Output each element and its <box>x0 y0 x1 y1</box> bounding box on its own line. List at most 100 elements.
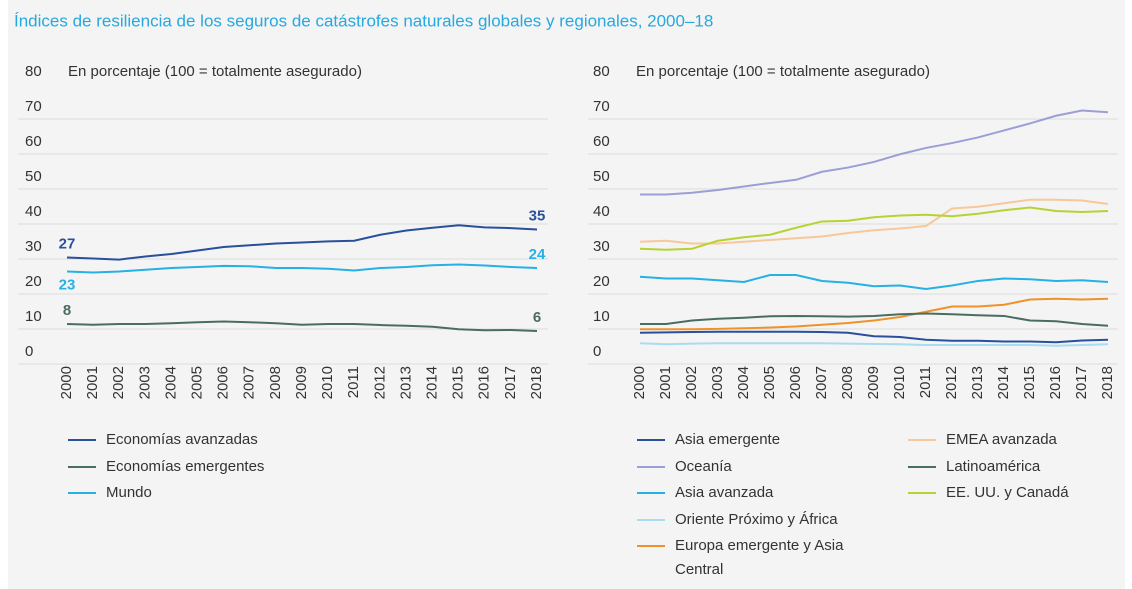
legend-label: Economías emergentes <box>106 457 265 475</box>
x-tick-label: 2009 <box>865 366 882 399</box>
series-line <box>66 263 538 274</box>
x-tick-label: 2009 <box>293 366 310 399</box>
legend-item: Mundo <box>68 481 286 505</box>
series-line <box>639 198 1109 245</box>
x-tick-label: 2000 <box>631 366 648 399</box>
legend-item: Asia avanzada <box>637 481 855 505</box>
x-tick-label: 2005 <box>761 366 778 399</box>
x-tick-label: 2016 <box>476 366 493 399</box>
legend-label: Economías avanzadas <box>106 431 258 448</box>
x-tick-label: 2015 <box>1021 366 1038 399</box>
x-tick-label: 2010 <box>319 366 336 399</box>
legend-label: Oceanía <box>675 457 732 475</box>
x-tick-label: 2007 <box>241 366 258 399</box>
y-tick-label: 0 <box>25 343 33 360</box>
subtitle: En porcentaje (100 = totalmente asegurad… <box>636 63 930 80</box>
legend-swatch <box>637 492 665 494</box>
legend-label: Europa emergente y Asia Central <box>675 537 844 578</box>
data-label: 8 <box>63 302 71 319</box>
x-tick-label: 2015 <box>450 366 467 399</box>
x-tick-label: 2018 <box>1099 366 1116 399</box>
series-line <box>639 330 1109 344</box>
x-tick-label: 2002 <box>683 366 700 399</box>
legend-swatch <box>68 465 96 468</box>
legend-label: EE. UU. y Canadá <box>946 484 1069 501</box>
chart-title: Índices de resiliencia de los seguros de… <box>14 11 713 30</box>
y-tick-label: 30 <box>593 238 610 255</box>
series-line <box>639 206 1109 251</box>
x-tick-label: 2018 <box>528 366 545 399</box>
y-tick-label: 10 <box>25 308 42 325</box>
data-label: 23 <box>59 276 76 293</box>
legend-swatch <box>637 545 665 547</box>
x-tick-label: 2006 <box>787 366 804 399</box>
series-line <box>640 312 1109 327</box>
y-tick-label: 50 <box>25 168 42 185</box>
series-line <box>639 342 1109 347</box>
x-tick-label: 2008 <box>267 366 284 399</box>
x-tick-label: 2003 <box>136 366 153 399</box>
legend-label: Asia emergente <box>675 431 781 448</box>
legend-label: Oriente Próximo y África <box>675 510 838 528</box>
x-tick-label: 2016 <box>1047 366 1064 399</box>
x-tick-label: 2006 <box>215 366 232 399</box>
legend-swatch <box>908 439 936 441</box>
legend-swatch <box>637 465 665 468</box>
legend-item: Economías avanzadas <box>68 428 286 452</box>
legend-swatch <box>908 465 936 468</box>
x-tick-label: 2014 <box>424 366 441 399</box>
legend-swatch <box>908 492 936 494</box>
y-tick-label: 20 <box>25 273 42 290</box>
y-tick-label: 70 <box>593 98 610 115</box>
y-tick-label: 70 <box>25 98 42 115</box>
x-tick-label: 2004 <box>735 366 752 399</box>
y-tick-label: 50 <box>593 168 610 185</box>
x-tick-label: 2011 <box>345 366 362 398</box>
x-tick-label: 2001 <box>84 366 101 399</box>
x-tick-label: 2005 <box>189 366 206 399</box>
legend-item: EE. UU. y Canadá <box>908 481 1126 505</box>
legend-item: Oceanía <box>637 455 855 479</box>
legend-item: EMEA avanzada <box>908 428 1126 452</box>
series-line <box>640 109 1109 196</box>
legend-label: Asia avanzada <box>675 484 774 501</box>
legend-label: Latinoamérica <box>946 457 1041 475</box>
x-tick-label: 2012 <box>371 366 388 399</box>
y-tick-label: 10 <box>593 308 610 325</box>
x-tick-label: 2011 <box>917 366 934 398</box>
y-tick-label: 40 <box>593 203 610 220</box>
x-tick-label: 2013 <box>397 366 414 399</box>
x-tick-label: 2007 <box>813 366 830 399</box>
x-tick-label: 2001 <box>657 366 674 399</box>
legend-swatch <box>637 518 665 521</box>
y-tick-label: 60 <box>593 133 610 150</box>
legend-swatch <box>637 439 665 441</box>
x-tick-label: 2008 <box>839 366 856 399</box>
y-tick-label: 80 <box>593 63 610 80</box>
legend-label: Mundo <box>106 484 152 501</box>
series-line <box>66 320 538 332</box>
series-line <box>66 224 538 261</box>
series-line <box>639 274 1109 291</box>
legend-item: Latinoamérica <box>908 455 1126 479</box>
data-label: 35 <box>529 207 546 224</box>
legend-item: Asia emergente <box>637 428 855 452</box>
x-tick-label: 2010 <box>891 366 908 399</box>
x-tick-label: 2004 <box>162 366 179 399</box>
x-tick-label: 2002 <box>110 366 127 399</box>
y-tick-label: 30 <box>25 238 42 255</box>
x-tick-label: 2003 <box>709 366 726 399</box>
x-tick-label: 2017 <box>1073 366 1090 399</box>
x-tick-label: 2013 <box>969 366 986 399</box>
legend-label: EMEA avanzada <box>946 431 1057 448</box>
y-tick-label: 60 <box>25 133 42 150</box>
legend-item: Economías emergentes <box>68 455 286 479</box>
data-label: 27 <box>59 235 76 252</box>
legend-swatch <box>68 492 96 494</box>
y-tick-label: 0 <box>593 343 601 360</box>
x-tick-label: 2014 <box>995 366 1012 399</box>
x-tick-label: 2017 <box>502 366 519 399</box>
legend-swatch <box>68 439 96 441</box>
